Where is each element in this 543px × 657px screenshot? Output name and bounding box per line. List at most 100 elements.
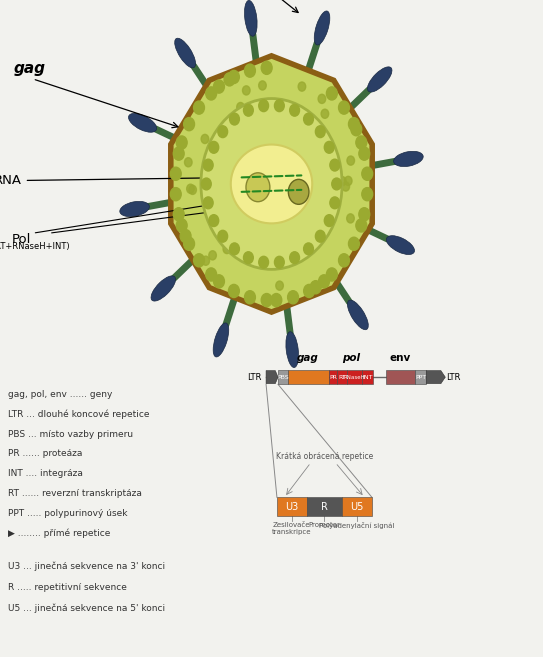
- Ellipse shape: [213, 323, 229, 357]
- Circle shape: [243, 86, 250, 95]
- Circle shape: [274, 256, 284, 268]
- Circle shape: [201, 178, 211, 190]
- Circle shape: [349, 118, 359, 131]
- Circle shape: [338, 177, 346, 186]
- Circle shape: [224, 73, 235, 86]
- Ellipse shape: [231, 145, 312, 223]
- Circle shape: [209, 251, 216, 260]
- Circle shape: [326, 87, 337, 100]
- Circle shape: [258, 81, 266, 90]
- Circle shape: [329, 195, 337, 204]
- Circle shape: [349, 237, 359, 250]
- Circle shape: [326, 268, 337, 281]
- Circle shape: [292, 210, 300, 219]
- Bar: [347, 370, 362, 384]
- Circle shape: [209, 215, 219, 227]
- Text: R ..... repetitivní sekvence: R ..... repetitivní sekvence: [8, 583, 127, 592]
- Circle shape: [324, 215, 334, 227]
- Circle shape: [359, 147, 370, 160]
- Circle shape: [290, 104, 300, 116]
- Circle shape: [271, 294, 282, 307]
- Circle shape: [233, 199, 241, 208]
- Circle shape: [248, 188, 255, 197]
- Ellipse shape: [151, 276, 175, 301]
- Circle shape: [315, 231, 325, 242]
- Text: Polyadenylační signál: Polyadenylační signál: [319, 522, 395, 530]
- Circle shape: [213, 275, 224, 288]
- Circle shape: [277, 199, 285, 208]
- Circle shape: [359, 208, 370, 221]
- Ellipse shape: [120, 201, 149, 217]
- Circle shape: [193, 254, 204, 267]
- Circle shape: [319, 275, 330, 288]
- Circle shape: [261, 187, 268, 196]
- Bar: [278, 370, 288, 384]
- Circle shape: [276, 281, 283, 290]
- Circle shape: [283, 175, 291, 185]
- Circle shape: [213, 80, 224, 93]
- Circle shape: [219, 225, 227, 234]
- Circle shape: [283, 222, 291, 231]
- Circle shape: [362, 167, 372, 180]
- Text: env: env: [390, 353, 411, 363]
- Circle shape: [304, 243, 313, 255]
- Ellipse shape: [244, 1, 257, 36]
- Text: RT: RT: [338, 374, 346, 380]
- Circle shape: [206, 87, 217, 100]
- Text: PBS ... místo vazby primeru: PBS ... místo vazby primeru: [8, 430, 133, 439]
- Circle shape: [318, 94, 326, 103]
- Circle shape: [241, 179, 248, 188]
- Circle shape: [332, 178, 342, 190]
- FancyArrow shape: [426, 371, 445, 384]
- Ellipse shape: [368, 67, 392, 92]
- Circle shape: [245, 162, 253, 171]
- Bar: [307, 497, 342, 516]
- Text: PR: PR: [329, 374, 337, 380]
- Circle shape: [230, 243, 239, 255]
- Circle shape: [176, 136, 187, 149]
- Text: gag, pol, env ...... geny: gag, pol, env ...... geny: [8, 390, 112, 399]
- Circle shape: [362, 188, 372, 201]
- Circle shape: [187, 184, 194, 193]
- Circle shape: [274, 199, 282, 208]
- Circle shape: [218, 231, 228, 242]
- Circle shape: [344, 176, 352, 185]
- Circle shape: [173, 208, 184, 221]
- Text: pol: pol: [342, 353, 360, 363]
- Ellipse shape: [394, 151, 423, 167]
- Bar: [342, 497, 372, 516]
- Circle shape: [321, 109, 329, 118]
- Bar: [362, 370, 373, 384]
- Circle shape: [272, 156, 280, 166]
- Circle shape: [213, 221, 220, 231]
- Circle shape: [312, 233, 320, 242]
- Text: RT ...... reverzní transkriptáza: RT ...... reverzní transkriptáza: [8, 489, 142, 498]
- Circle shape: [260, 159, 267, 168]
- Circle shape: [260, 205, 267, 214]
- Circle shape: [330, 197, 340, 209]
- Circle shape: [201, 99, 342, 269]
- Ellipse shape: [175, 38, 195, 68]
- Circle shape: [351, 123, 362, 136]
- Bar: [288, 370, 329, 384]
- Circle shape: [243, 104, 253, 116]
- Circle shape: [347, 156, 355, 165]
- Circle shape: [184, 237, 194, 250]
- Circle shape: [264, 174, 272, 183]
- Circle shape: [317, 166, 324, 175]
- Circle shape: [298, 82, 306, 91]
- Circle shape: [189, 185, 197, 194]
- Circle shape: [244, 64, 255, 78]
- Circle shape: [259, 256, 269, 268]
- Circle shape: [330, 159, 340, 171]
- Circle shape: [281, 233, 289, 242]
- Circle shape: [291, 185, 299, 194]
- Circle shape: [243, 168, 251, 177]
- Ellipse shape: [386, 236, 414, 254]
- Circle shape: [304, 284, 314, 298]
- Text: Krátká obrácená repetice: Krátká obrácená repetice: [276, 452, 373, 461]
- Circle shape: [202, 256, 210, 265]
- Bar: [329, 370, 337, 384]
- Circle shape: [203, 197, 213, 209]
- Text: ▶ ........ přímé repetice: ▶ ........ přímé repetice: [8, 528, 111, 537]
